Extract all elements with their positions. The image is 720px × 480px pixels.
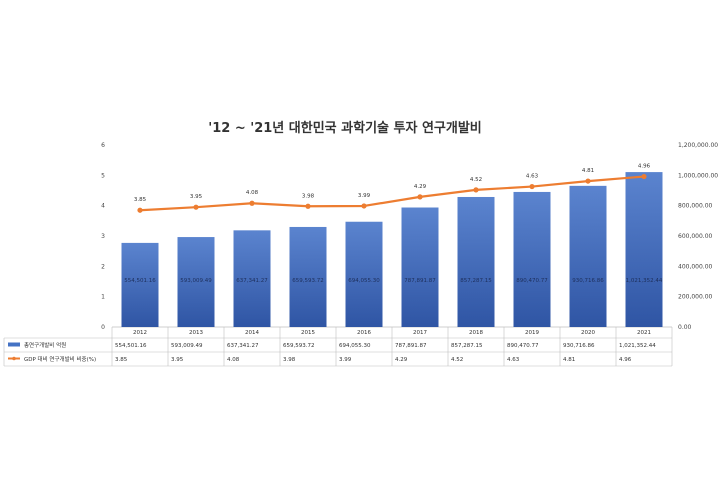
- bar-series: [121, 172, 663, 327]
- left-axis-tick: 2: [101, 263, 105, 270]
- legend-line-label: GDP 대비 연구개발비 비중(%): [24, 355, 96, 363]
- line-point: [473, 187, 479, 193]
- bar-value-label: 659,593.72: [292, 278, 324, 284]
- bar: [121, 242, 159, 327]
- bar: [457, 196, 495, 327]
- line-value-label: 3.99: [358, 193, 371, 199]
- line-point: [529, 183, 535, 190]
- table-cell-bar-value: 637,341.27: [227, 343, 259, 349]
- table-cell-line-value: 3.95: [171, 357, 184, 363]
- bar-value-label: 930,716.86: [572, 278, 604, 284]
- left-axis-tick: 0: [101, 324, 105, 331]
- bar-value-label: 694,055.30: [348, 278, 380, 284]
- bar-value-label: 1,021,352.44: [626, 278, 663, 284]
- table-cell-line-value: 4.63: [507, 357, 520, 363]
- right-axis-tick: 0.00: [678, 324, 692, 331]
- right-axis-tick: 1,000,000.00: [678, 172, 718, 179]
- x-axis-tick: 2019: [525, 330, 539, 336]
- line-value-label: 4.52: [470, 177, 482, 183]
- table-cell-bar-value: 890,470.77: [507, 343, 539, 349]
- x-axis-tick: 2017: [413, 330, 427, 336]
- bar: [345, 221, 383, 327]
- right-axis-tick: 1,200,000.00: [678, 142, 718, 149]
- line-point: [193, 204, 199, 210]
- left-axis-tick: 3: [101, 233, 105, 240]
- table-cell-line-value: 3.99: [339, 357, 352, 363]
- line-value-label: 3.95: [190, 194, 203, 200]
- line-point: [585, 178, 591, 184]
- table-cell-line-value: 3.85: [115, 357, 128, 363]
- legend-line-marker: [12, 356, 16, 361]
- table-cell-bar-value: 694,055.30: [339, 343, 371, 349]
- line-path: [139, 175, 645, 212]
- line-point: [361, 203, 367, 209]
- bar-data-labels: 554,501.16 593,009.49 637,341.27 659,593.72…: [124, 278, 663, 284]
- table-cell-line-value: 4.96: [619, 357, 632, 363]
- table-cell-bar-value: 857,287.15: [451, 343, 483, 349]
- line-value-label: 4.29: [414, 184, 427, 190]
- left-axis-tick: 1: [101, 294, 105, 301]
- line-point: [137, 207, 143, 213]
- line-value-label: 3.98: [302, 193, 315, 199]
- line-point: [305, 203, 311, 209]
- legend-bar-key: [8, 342, 20, 347]
- bar: [625, 172, 663, 327]
- bar: [233, 230, 271, 327]
- table-cell-bar-value: 1,021,352.44: [619, 343, 656, 349]
- right-axis-tick: 200,000.00: [678, 294, 713, 301]
- bar: [401, 207, 439, 327]
- line-value-label: 4.81: [582, 168, 594, 174]
- line-point: [417, 194, 423, 200]
- table-cell-line-value: 4.08: [227, 357, 240, 363]
- x-axis-tick: 2014: [245, 330, 259, 336]
- table-cell-line-value: 4.29: [395, 357, 408, 363]
- right-axis-tick: 400,000.00: [678, 263, 713, 270]
- table-cell-line-value: 4.81: [563, 357, 575, 363]
- right-axis-tick: 800,000.00: [678, 203, 713, 210]
- table-cell-bar-value: 659,593.72: [283, 343, 315, 349]
- bar-value-label: 554,501.16: [124, 278, 156, 284]
- bar-value-label: 637,341.27: [236, 278, 268, 284]
- line-point: [641, 173, 647, 180]
- x-axis-tick: 2012: [133, 330, 147, 336]
- legend-bar-label: 총연구개발비 억원: [24, 341, 66, 349]
- bar-value-label: 890,470.77: [516, 278, 548, 284]
- bar-value-label: 787,891.87: [404, 278, 436, 284]
- data-table: 2012 2013 2014 2015 2016 2017 2018 2019 2020 2021…: [3, 327, 673, 367]
- right-y-axis: 0.00 200,000.00 400,000.00 600,000.00 800,00…: [678, 142, 718, 331]
- bar-value-label: 593,009.49: [180, 278, 212, 284]
- left-axis-tick: 4: [101, 203, 105, 210]
- line-value-label: 3.85: [134, 197, 147, 203]
- table-cell-bar-value: 554,501.16: [115, 343, 147, 349]
- bar: [569, 185, 607, 327]
- table-cell-line-value: 4.52: [451, 357, 463, 363]
- x-axis-tick: 2020: [581, 330, 595, 336]
- x-axis-tick: 2021: [637, 330, 651, 336]
- table-cell-bar-value: 593,009.49: [171, 343, 203, 349]
- chart-title: '12 ~ '21년 대한민국 과학기술 투자 연구개발비: [208, 120, 482, 136]
- left-axis-tick: 6: [101, 142, 105, 149]
- bar: [513, 191, 551, 327]
- right-axis-tick: 600,000.00: [678, 233, 713, 240]
- x-axis-tick: 2013: [189, 330, 203, 336]
- x-axis-tick: 2015: [301, 330, 315, 336]
- table-cell-bar-value: 787,891.87: [395, 343, 427, 349]
- left-axis-tick: 5: [101, 172, 105, 179]
- table-cell-line-value: 3.98: [283, 357, 296, 363]
- line-point: [249, 200, 255, 206]
- line-series: 3.85 3.95 4.08 3.98 3.99 4.29 4.52 4.63 4.81 4.96: [134, 164, 651, 213]
- table-cell-bar-value: 930,716.86: [563, 343, 595, 349]
- line-value-label: 4.08: [246, 190, 259, 196]
- line-value-label: 4.63: [526, 174, 539, 180]
- bar: [289, 226, 327, 327]
- x-axis-tick: 2018: [469, 330, 483, 336]
- x-axis-tick: 2016: [357, 330, 371, 336]
- bar: [177, 237, 215, 327]
- line-value-label: 4.96: [638, 164, 651, 170]
- bar-value-label: 857,287.15: [460, 278, 492, 284]
